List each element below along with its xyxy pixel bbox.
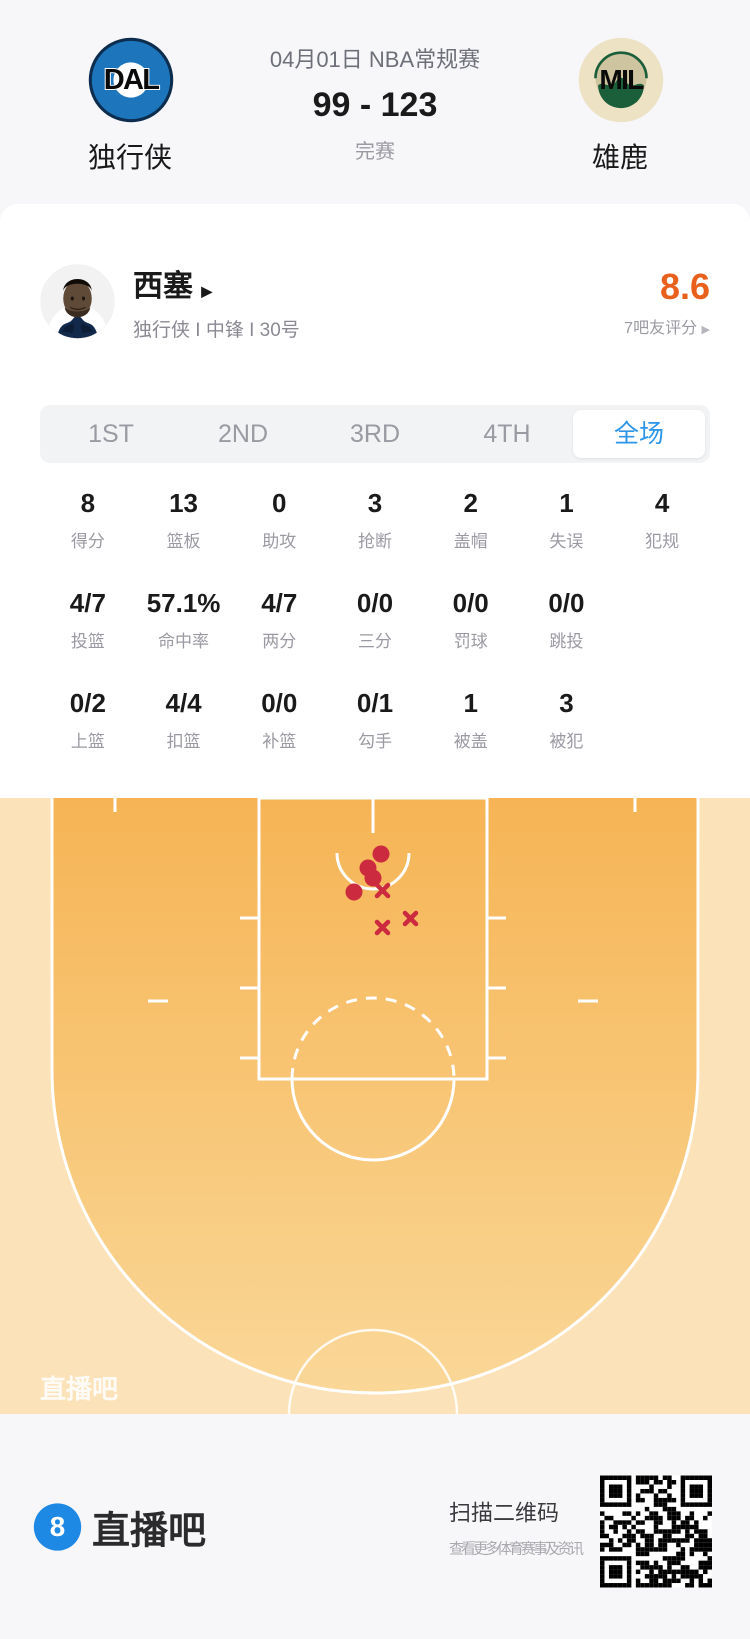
svg-text:8: 8	[50, 1510, 65, 1541]
svg-text:直播吧: 直播吧	[40, 1374, 118, 1404]
svg-text:MIL: MIL	[599, 64, 644, 95]
svg-text:DAL: DAL	[104, 64, 159, 96]
